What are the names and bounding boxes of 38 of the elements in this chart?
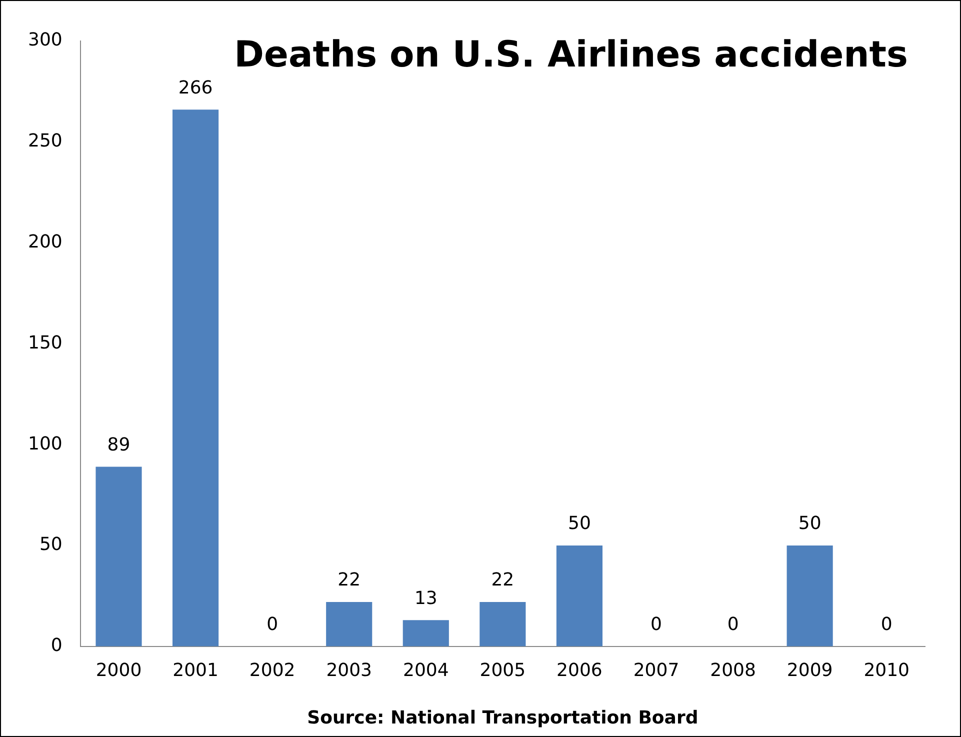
data-label: 0 xyxy=(727,614,739,636)
y-tick-label: 150 xyxy=(28,332,62,354)
bar xyxy=(786,546,833,646)
x-tick-label: 2005 xyxy=(480,660,526,681)
x-tick-label: 2006 xyxy=(556,660,602,681)
data-label: 266 xyxy=(178,77,213,98)
data-label: 0 xyxy=(880,614,892,636)
x-tick-label: 2009 xyxy=(786,660,833,681)
bar xyxy=(326,602,372,646)
y-tick-label: 50 xyxy=(39,534,62,556)
x-tick-label: 2008 xyxy=(710,660,756,681)
y-tick-label: 0 xyxy=(50,635,62,656)
data-label: 0 xyxy=(266,614,278,636)
x-tick-label: 2004 xyxy=(402,660,449,681)
x-tick-label: 2007 xyxy=(633,660,680,681)
data-label: 13 xyxy=(414,588,438,609)
x-tick-label: 2002 xyxy=(249,660,296,681)
y-tick-label: 200 xyxy=(28,231,62,252)
data-label: 50 xyxy=(568,513,591,534)
bar xyxy=(480,602,526,646)
y-tick-label: 300 xyxy=(28,30,62,51)
bar xyxy=(556,546,602,646)
data-label: 0 xyxy=(650,614,662,636)
y-tick-label: 100 xyxy=(28,433,62,454)
chart-title: Deaths on U.S. Airlines accidents xyxy=(234,34,908,76)
source-note: Source: National Transportation Board xyxy=(307,708,698,729)
bar xyxy=(402,620,449,646)
data-label: 89 xyxy=(107,434,130,456)
x-tick-label: 2001 xyxy=(172,660,218,681)
data-label: 22 xyxy=(338,570,361,591)
x-tick-label: 2010 xyxy=(864,660,910,681)
x-tick-label: 2003 xyxy=(326,660,372,681)
bar xyxy=(96,466,142,646)
data-label: 50 xyxy=(798,513,822,534)
y-tick-label: 250 xyxy=(28,130,62,152)
bar xyxy=(172,110,219,646)
x-tick-label: 2000 xyxy=(96,660,142,681)
data-label: 22 xyxy=(491,570,514,591)
